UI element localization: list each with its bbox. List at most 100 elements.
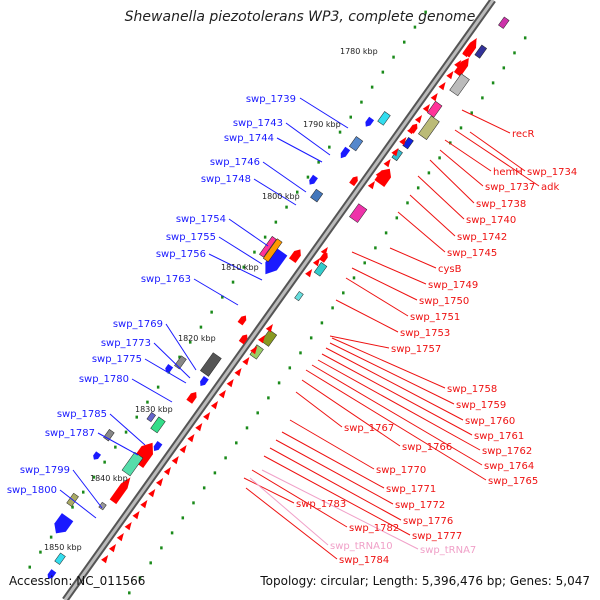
gene-label-right[interactable]: swp_1784 — [339, 555, 389, 566]
gene-label-right[interactable]: swp_1740 — [466, 215, 516, 226]
forward-gene-arrow — [309, 174, 318, 185]
tick-mark — [384, 231, 388, 235]
gene-label-left[interactable]: swp_1744 — [224, 133, 274, 144]
gene-label-right[interactable]: swp_1772 — [395, 500, 445, 511]
tick-mark — [424, 10, 427, 14]
gene-arrow-shape — [140, 499, 148, 509]
gene-label-right[interactable]: swp_1761 — [474, 431, 524, 442]
gene-box-shape — [474, 44, 488, 59]
gene-arrow-shape — [109, 477, 131, 505]
gene-arrow-shape — [200, 376, 209, 386]
gene-arrow-shape — [163, 466, 171, 476]
gene-label-right[interactable]: swp_1737 — [485, 182, 535, 193]
gene-arrow-shape — [454, 59, 462, 69]
reverse-gene-arrow — [250, 345, 258, 355]
gene-label-right[interactable]: adk — [541, 182, 559, 193]
reverse-gene-arrow — [453, 57, 469, 77]
gene-label-right[interactable]: swp_1770 — [376, 465, 426, 476]
gene-box-shape — [418, 115, 440, 140]
label-connector-line — [72, 469, 103, 509]
gene-label-right[interactable]: swp_1759 — [456, 400, 506, 411]
kbp-marker: 1820 kbp — [178, 334, 216, 343]
forward-gene-arrow — [54, 513, 74, 534]
gene-label-left[interactable]: swp_1775 — [92, 354, 142, 365]
reverse-gene-arrow — [109, 477, 131, 505]
gene-label-left[interactable]: swp_1773 — [101, 338, 151, 349]
gene-label-right[interactable]: swp_1745 — [447, 248, 497, 259]
gene-label-left[interactable]: swp_1746 — [210, 157, 260, 168]
gene-label-left[interactable]: swp_1756 — [156, 249, 206, 260]
label-connector-line — [276, 137, 323, 163]
gene-arrow-shape — [430, 92, 438, 102]
label-connector-line — [429, 159, 475, 204]
reverse-gene-arrow — [116, 532, 124, 542]
gene-label-right[interactable]: swp_1751 — [410, 312, 460, 323]
gene-label-right[interactable]: swp_1764 — [484, 461, 534, 472]
gene-label-left[interactable]: swp_1780 — [79, 374, 129, 385]
gene-label-right[interactable]: recR — [512, 129, 535, 140]
gene-label-right[interactable]: swp_1753 — [400, 328, 450, 339]
gene-label-right[interactable]: swp_1766 — [402, 442, 452, 453]
gene-label-right[interactable]: swp_1776 — [403, 516, 453, 527]
gene-label-right[interactable]: swp_1742 — [457, 232, 507, 243]
reverse-gene-arrow — [148, 488, 156, 498]
tick-mark — [363, 261, 366, 265]
kbp-marker: 1790 kbp — [303, 120, 341, 129]
gene-label-right[interactable]: swp_1760 — [465, 416, 515, 427]
gene-box-shape — [259, 236, 277, 258]
gene-arrow-shape — [108, 543, 117, 553]
tick-mark — [135, 415, 138, 419]
gene-label-left[interactable]: swp_1748 — [201, 174, 251, 185]
gene-label-right[interactable]: swp_1757 — [391, 344, 441, 355]
gene-label-left[interactable]: swp_1787 — [45, 428, 95, 439]
gene-label-left[interactable]: swp_1743 — [233, 118, 283, 129]
tick-mark — [328, 145, 331, 149]
gene-label-right[interactable]: swp_1783 — [296, 499, 346, 510]
gene-label-left[interactable]: swp_1785 — [57, 409, 107, 420]
gene-label-right[interactable]: swp_1749 — [428, 280, 478, 291]
gene-label-left[interactable]: swp_1739 — [246, 94, 296, 105]
trna-label[interactable]: swp_tRNA10 — [330, 541, 393, 552]
feature-track — [47, 16, 510, 579]
reverse-gene-arrow — [108, 543, 117, 553]
reverse-gene-arrow — [312, 257, 321, 267]
gene-label-right[interactable]: swp_1762 — [482, 446, 532, 457]
reverse-gene-arrow — [469, 37, 477, 47]
kbp-marker: 1800 kbp — [262, 192, 300, 201]
label-connector-line — [249, 477, 329, 546]
tick-mark — [523, 36, 527, 40]
gene-box-shape — [200, 352, 222, 377]
tick-mark — [202, 486, 206, 490]
gene-label-left[interactable]: swp_1763 — [141, 274, 191, 285]
gene-label-right[interactable]: hemH — [493, 167, 523, 178]
gene-label-left[interactable]: swp_1755 — [166, 232, 216, 243]
tick-mark — [320, 321, 324, 325]
gene-feature-box — [174, 355, 187, 370]
trna-label[interactable]: swp_tRNA7 — [420, 545, 476, 556]
gene-label-right[interactable]: swp_1767 — [344, 423, 394, 434]
gene-label-right[interactable]: swp_1750 — [419, 296, 469, 307]
tick-mark — [188, 340, 192, 344]
label-connector-line — [251, 469, 348, 528]
gene-label-left[interactable]: swp_1769 — [113, 319, 163, 330]
gene-label-right[interactable]: swp_1782 — [349, 523, 399, 534]
tick-mark — [170, 531, 174, 535]
gene-label-right[interactable]: swp_1738 — [476, 199, 526, 210]
gene-label-left[interactable]: swp_1754 — [176, 214, 226, 225]
gene-feature-box — [150, 416, 166, 434]
gene-label-left[interactable]: swp_1799 — [20, 465, 70, 476]
gene-label-right[interactable]: swp_1765 — [488, 476, 538, 487]
tick-mark — [192, 501, 195, 505]
gene-arrow-shape — [446, 70, 454, 80]
reverse-gene-arrow — [124, 521, 132, 531]
gene-label-right[interactable]: cysB — [438, 264, 462, 275]
label-connector-line — [262, 161, 307, 193]
gene-label-right[interactable]: swp_1734 — [527, 167, 577, 178]
gene-label-left[interactable]: swp_1800 — [7, 485, 57, 496]
gene-label-right[interactable]: swp_1777 — [412, 531, 462, 542]
gene-feature-box — [349, 203, 368, 223]
gene-label-right[interactable]: swp_1771 — [386, 484, 436, 495]
tick-mark — [256, 411, 259, 415]
gene-label-right[interactable]: swp_1758 — [447, 384, 497, 395]
